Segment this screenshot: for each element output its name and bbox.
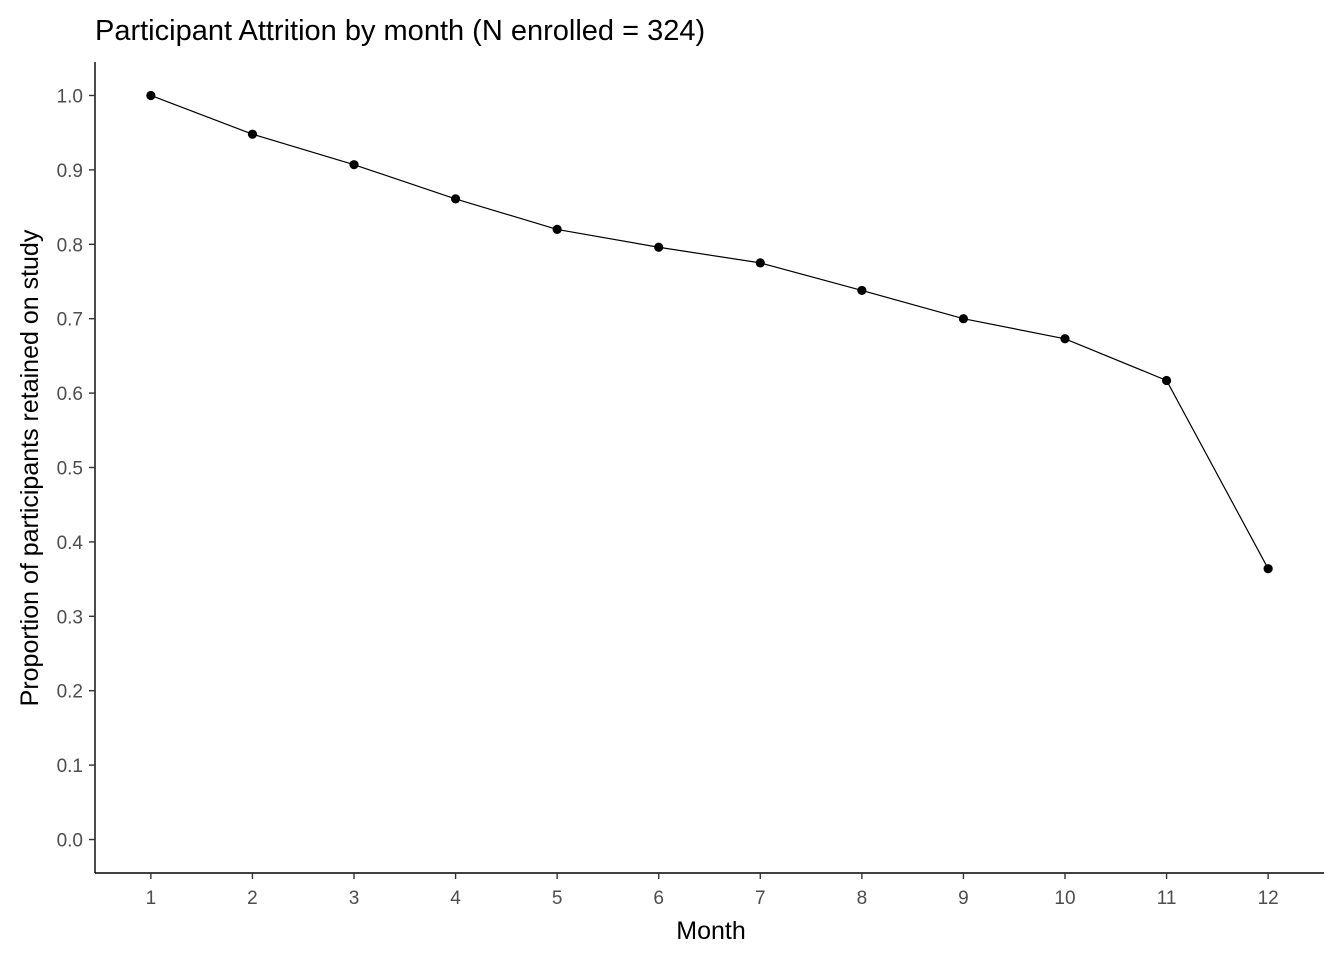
y-tick-label: 0.8 [57, 235, 83, 256]
plot-area: 0.00.10.20.30.40.50.60.70.80.91.01 2 3 4 5 6 7… [57, 62, 1324, 909]
x-axis-title: Month [676, 917, 745, 945]
y-tick-label: 0.0 [57, 831, 83, 852]
y-tick-label: 0.6 [57, 384, 83, 405]
y-tick-label: 0.4 [57, 533, 84, 554]
data-point [349, 160, 359, 170]
x-tick-label: 6 [653, 888, 664, 909]
data-point [1161, 375, 1172, 386]
data-point [552, 224, 562, 235]
x-tick-label: 8 [857, 888, 868, 909]
series-line [150, 94, 1269, 569]
y-tick-label: 0.2 [57, 682, 83, 703]
x-tick-label: 5 [552, 888, 563, 909]
x-tick-label: 7 [755, 888, 766, 909]
y-tick-label: 0.9 [57, 161, 83, 182]
x-tick-label: 9 [958, 888, 969, 909]
y-tick-label: 0.3 [57, 607, 83, 628]
y-tick-label: 0.1 [57, 756, 83, 777]
data-point [450, 194, 461, 204]
x-tick-label: 10 [1054, 888, 1075, 909]
data-point [247, 129, 258, 139]
chart-title: Participant Attrition by month (N enroll… [95, 15, 705, 47]
data-point [1060, 334, 1070, 344]
y-tick-label: 0.7 [57, 310, 83, 331]
x-tick-label: 11 [1157, 888, 1177, 909]
x-tick-label: 3 [349, 888, 360, 909]
y-tick-label: 0.5 [57, 459, 83, 480]
x-tick-label: 12 [1258, 888, 1279, 909]
data-point [1263, 564, 1273, 574]
data-point [654, 242, 664, 252]
data-point [146, 90, 156, 101]
data-point [857, 285, 867, 296]
x-tick-label: 4 [450, 888, 461, 909]
data-point [958, 314, 969, 324]
y-axis-title: Proportion of participants retained on s… [16, 229, 44, 706]
y-tick-label: 1.0 [57, 86, 83, 107]
x-tick-label: 2 [247, 888, 258, 909]
data-point [755, 258, 765, 268]
x-tick-label: 1 [146, 888, 157, 909]
